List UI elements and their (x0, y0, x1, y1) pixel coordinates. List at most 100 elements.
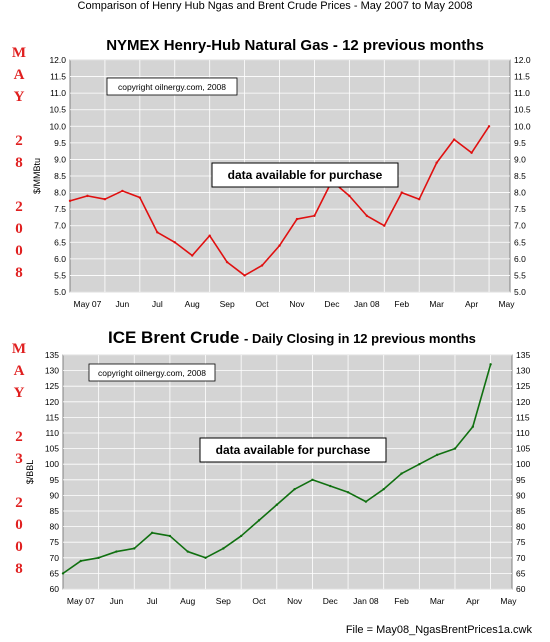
side-top-char-2: Y (13, 89, 25, 105)
chart1-ytick-right: 12.0 (514, 55, 531, 65)
chart1-point (278, 244, 281, 247)
chart1-ytick-right: 10.0 (514, 121, 531, 131)
chart2-xtick: Mar (430, 596, 445, 606)
side-top-char-9: 0 (15, 243, 23, 259)
side-top-char-7: 2 (15, 199, 23, 215)
chart2-ytick-right: 70 (516, 553, 526, 563)
chart2-ytick-left: 95 (50, 475, 60, 485)
side-bottom-char-7: 2 (15, 495, 23, 511)
chart2-ytick-right: 115 (516, 412, 530, 422)
chart2-annotation-box (199, 437, 387, 463)
chart1-point (435, 161, 438, 164)
chart2-xtick: Jul (147, 596, 158, 606)
chart2-xtick: Sep (216, 596, 231, 606)
side-bottom-char-4: 2 (15, 429, 23, 445)
chart2-xtick: Aug (180, 596, 195, 606)
chart1-ytick-right: 9.0 (514, 154, 526, 164)
side-top-char-4: 2 (15, 133, 23, 149)
chart1-xtick: Feb (394, 299, 409, 309)
chart1-ytick-left: 10.5 (49, 105, 66, 115)
chart1-copyright: copyright oilnergy.com, 2008 (118, 82, 226, 92)
chart1-point (383, 224, 386, 227)
chart1-ytick-right: 7.0 (514, 221, 526, 231)
chart2-ytick-right: 60 (516, 584, 526, 594)
side-bottom-char-0: M (11, 341, 27, 357)
chart1-point (348, 194, 351, 198)
file-footer: File = May08_NgasBrentPrices1a.cwk (345, 624, 532, 636)
chart2-ytick-left: 65 (50, 568, 60, 578)
chart1-xtick: Nov (289, 299, 305, 309)
chart2-point (382, 487, 385, 491)
chart1-point (121, 189, 124, 193)
side-bottom-char-1: A (13, 363, 25, 379)
chart2-point (115, 550, 118, 553)
chart2-ytick-left: 60 (50, 584, 60, 594)
chart1-xtick: Oct (255, 299, 269, 309)
chart2-point (418, 463, 421, 466)
chart1-ytick-left: 10.0 (49, 121, 66, 131)
chart1-xtick: Aug (185, 299, 200, 309)
chart2-point (453, 447, 457, 450)
chart1-xtick: Jul (152, 299, 163, 309)
chart1-xtick: May (498, 299, 515, 309)
chart1-point (470, 151, 473, 154)
chart2-ytick-left: 130 (45, 366, 59, 376)
chart2-point (97, 556, 100, 559)
chart1-xtick: Dec (324, 299, 340, 309)
chart1-xtick: Apr (465, 299, 478, 309)
chart1-ytick-right: 11.5 (514, 72, 530, 82)
chart1-point (225, 260, 229, 264)
chart1-ytick-left: 6.0 (54, 254, 66, 264)
chart1-ytick-left: 5.0 (54, 287, 66, 297)
chart2-xtick: May 07 (67, 596, 95, 606)
side-bottom-char-9: 0 (15, 539, 23, 555)
chart1-ytick-left: 7.0 (54, 221, 66, 231)
chart2-ytick-left: 110 (45, 428, 59, 438)
chart1-ytick-right: 9.5 (514, 138, 526, 148)
chart2-xtick: Apr (466, 596, 479, 606)
side-bottom-char-10: 8 (15, 561, 23, 577)
chart2-point (257, 519, 261, 522)
chart2-point (293, 487, 296, 491)
chart2-ytick-right: 130 (516, 366, 530, 376)
chart1-ytick-right: 6.5 (514, 237, 526, 247)
chart2-ytick-left: 80 (50, 522, 60, 532)
chart2-point (204, 556, 207, 559)
chart1-ytick-left: 12.0 (49, 55, 66, 65)
chart2-ytick-left: 135 (45, 350, 59, 360)
chart1-point (156, 231, 159, 234)
chart1-ytick-right: 5.5 (514, 270, 526, 280)
chart2-ytick-left: 125 (45, 381, 59, 391)
chart2-point (489, 363, 492, 366)
chart1-point (138, 196, 142, 199)
chart1-ytick-left: 9.5 (54, 138, 66, 148)
side-bottom-char-5: 3 (15, 451, 23, 467)
chart2-ytick-right: 85 (516, 506, 526, 516)
chart2-ytick-right: 80 (516, 522, 526, 532)
chart2-ytick-right: 100 (516, 459, 530, 469)
chart2-point (222, 547, 225, 550)
chart2-ytick-right: 105 (516, 444, 530, 454)
chart2-copyright-box (88, 363, 216, 382)
chart2-point (435, 453, 439, 457)
chart1-xtick: Sep (220, 299, 235, 309)
chart1-ytick-left: 5.5 (54, 270, 66, 280)
chart1-annotation-box (211, 162, 399, 188)
chart2-point (150, 531, 154, 535)
chart2-xtick: May (500, 596, 517, 606)
chart2-ytick-left: 75 (50, 537, 60, 547)
chart1-xtick: Mar (429, 299, 444, 309)
chart1-point (86, 194, 89, 198)
chart2-ytick-right: 75 (516, 537, 526, 547)
chart1-point (191, 254, 194, 257)
chart2-plot-area (62, 354, 513, 590)
side-top-char-10: 8 (15, 265, 23, 281)
side-top-char-5: 8 (15, 155, 23, 171)
chart1-annotation: data available for purchase (228, 168, 383, 182)
chart1-ytick-right: 5.0 (514, 287, 526, 297)
side-top-char-0: M (11, 45, 27, 61)
page-title: Comparison of Henry Hub Ngas and Brent C… (77, 0, 473, 12)
chart2-copyright: copyright oilnergy.com, 2008 (98, 368, 206, 378)
